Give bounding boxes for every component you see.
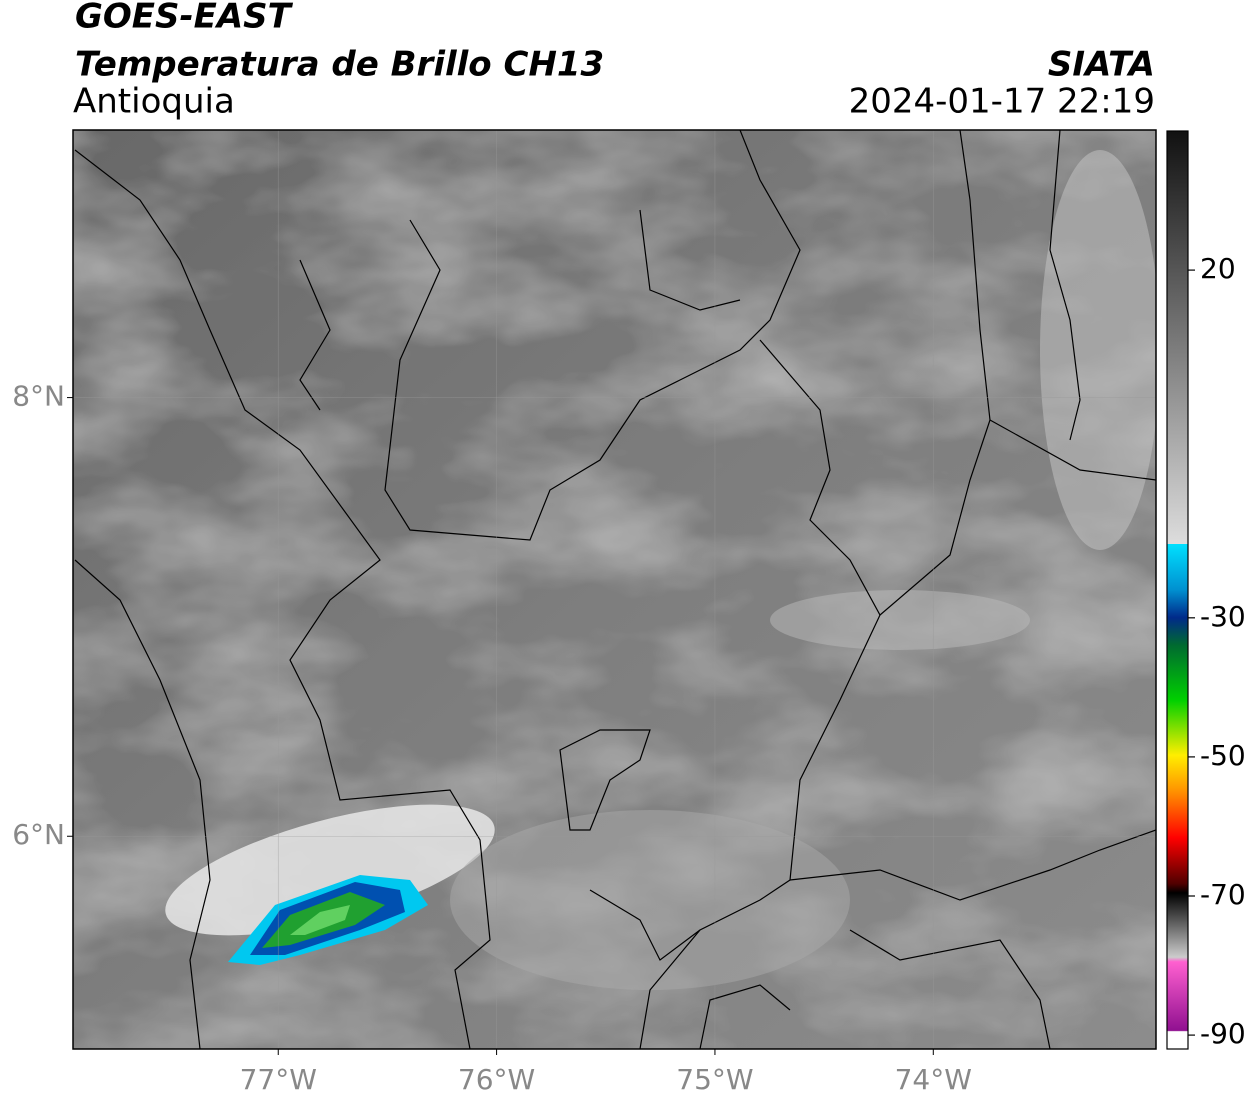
colorbar-tick-label: -90 — [1200, 1017, 1246, 1050]
source: SIATA — [1048, 45, 1155, 85]
colorbar-tick-label: 20 — [1200, 252, 1236, 285]
colorbar-tick-label: -50 — [1200, 739, 1246, 772]
y-tick-label: 6°N — [12, 818, 65, 851]
title: GOES-EAST — [75, 0, 294, 37]
x-tick-label: 74°W — [895, 1063, 972, 1096]
grid — [73, 130, 1156, 1049]
datetime: 2024-01-17 22:19 — [849, 82, 1155, 122]
subtitle: Temperatura de Brillo CH13 — [75, 45, 604, 85]
x-tick-label: 75°W — [676, 1063, 753, 1096]
y-tick-label: 8°N — [12, 380, 65, 413]
region: Antioquia — [73, 82, 235, 122]
map-image — [73, 130, 1156, 1049]
x-tick-label: 77°W — [240, 1063, 317, 1096]
colorbar-tick-label: -70 — [1200, 878, 1246, 911]
x-tick-label: 76°W — [458, 1063, 535, 1096]
map-frame — [72, 129, 1157, 1050]
colorbar — [1166, 130, 1189, 1050]
colorbar-tick-label: -30 — [1200, 600, 1246, 633]
